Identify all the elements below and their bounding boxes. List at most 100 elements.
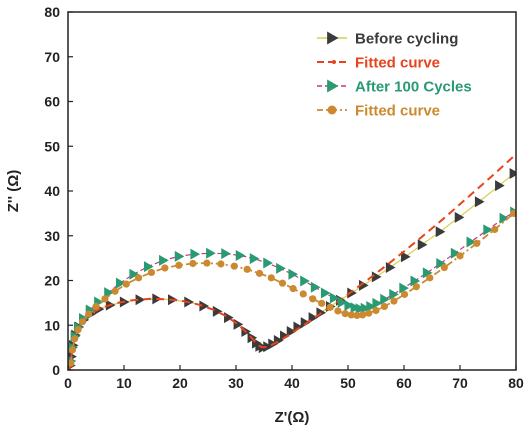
data-point — [417, 239, 428, 251]
data-point — [243, 265, 251, 273]
data-point — [230, 262, 238, 270]
data-point — [147, 268, 156, 277]
data-point — [510, 209, 516, 217]
data-point — [389, 288, 399, 300]
data-point — [276, 262, 286, 274]
data-point — [426, 274, 434, 282]
y-tick-label: 20 — [44, 273, 60, 289]
data-point — [456, 252, 464, 260]
x-tick-label: 20 — [172, 375, 188, 391]
x-tick-label: 50 — [340, 375, 356, 391]
x-tick-label: 0 — [64, 375, 72, 391]
data-point — [399, 282, 409, 294]
legend-label: Fitted curve — [355, 55, 440, 72]
data-point — [326, 303, 334, 311]
data-point — [365, 309, 373, 317]
legend-label: Before cycling — [355, 31, 458, 48]
legend-label: Fitted curve — [355, 103, 440, 120]
data-point — [400, 251, 411, 263]
data-point — [175, 261, 183, 269]
data-point — [318, 299, 326, 307]
data-point — [371, 271, 382, 283]
data-point — [337, 296, 348, 308]
legend-item: Fitted curve — [317, 103, 440, 120]
y-tick-label: 40 — [44, 183, 60, 199]
data-point — [129, 268, 140, 280]
legend-marker — [327, 79, 339, 93]
data-point — [380, 293, 390, 305]
data-point — [509, 168, 516, 180]
data-point — [300, 275, 310, 287]
data-point — [101, 295, 109, 303]
legend-item: Before cycling — [317, 31, 458, 48]
data-point — [466, 236, 477, 248]
data-layer — [68, 153, 516, 370]
data-point — [111, 287, 119, 295]
data-point — [199, 300, 210, 312]
legend-marker — [327, 105, 337, 115]
y-axis-title: Z'' (Ω) — [5, 170, 22, 212]
data-point — [380, 302, 388, 311]
data-point — [203, 259, 211, 267]
data-point — [334, 307, 342, 315]
x-tick-label: 60 — [396, 375, 412, 391]
data-point — [341, 310, 349, 318]
legend-marker — [327, 31, 339, 45]
y-tick-label: 70 — [44, 49, 60, 65]
x-tick-label: 80 — [508, 375, 524, 391]
data-point — [92, 302, 100, 311]
data-point — [474, 196, 485, 208]
data-point — [221, 248, 231, 260]
data-point — [104, 287, 114, 299]
data-point — [320, 287, 331, 299]
data-point — [329, 292, 340, 304]
x-tick-label: 10 — [116, 375, 132, 391]
data-point — [358, 279, 369, 291]
plot-frame — [67, 11, 517, 371]
data-point — [390, 297, 398, 305]
data-point — [288, 268, 299, 280]
data-point — [217, 260, 225, 268]
data-point — [473, 239, 481, 247]
data-point — [366, 300, 376, 312]
data-point — [78, 318, 87, 326]
data-point — [495, 180, 505, 192]
data-point — [353, 311, 361, 320]
data-point — [263, 257, 273, 269]
data-point — [267, 274, 275, 282]
data-point — [249, 253, 260, 265]
x-axis-title: Z'(Ω) — [275, 409, 310, 426]
legend-label: After 100 Cycles — [355, 79, 472, 96]
data-point — [308, 312, 319, 324]
data-point — [309, 295, 317, 303]
data-point — [135, 294, 146, 306]
x-tick-label: 40 — [284, 375, 300, 391]
data-point — [436, 257, 446, 269]
data-point — [233, 318, 244, 330]
data-point — [224, 312, 234, 324]
data-point — [358, 311, 367, 319]
data-point — [450, 247, 461, 259]
data-point — [278, 279, 287, 287]
data-point — [360, 302, 371, 314]
y-tick-label: 50 — [44, 138, 60, 154]
legend-marker — [332, 60, 336, 64]
data-point — [212, 305, 223, 317]
x-tick-label: 30 — [228, 375, 244, 391]
data-point — [174, 250, 185, 262]
x-tick-label: 70 — [452, 375, 468, 391]
data-point — [410, 275, 421, 287]
data-point — [206, 247, 216, 259]
y-tick-label: 30 — [44, 228, 60, 244]
data-point — [372, 306, 380, 315]
data-point — [71, 335, 79, 343]
data-point — [310, 281, 321, 293]
data-point — [422, 267, 433, 279]
ticks-layer: 0 10 20 30 40 50 60 70 80 0 10 20 30 40 50 60 70 80 — [44, 4, 524, 391]
y-tick-label: 60 — [44, 94, 60, 110]
data-point — [235, 249, 246, 261]
data-point — [454, 211, 465, 223]
data-point — [355, 303, 366, 315]
data-point — [115, 277, 126, 289]
